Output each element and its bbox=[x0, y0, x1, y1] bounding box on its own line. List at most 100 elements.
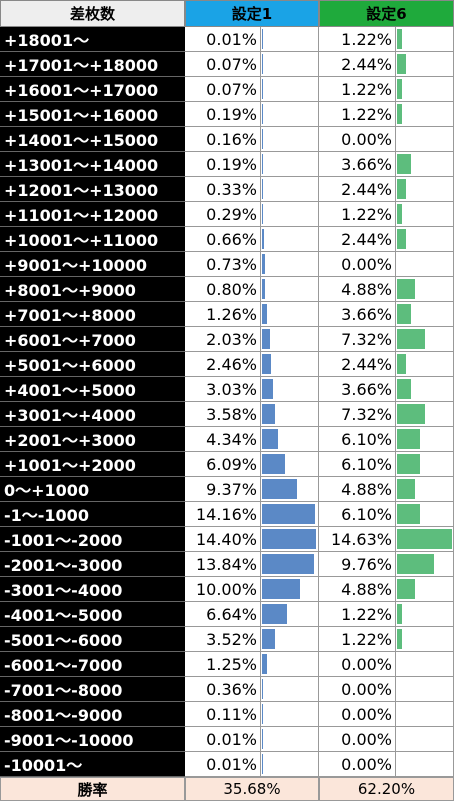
row-label: +4001～+5000 bbox=[0, 377, 185, 402]
setting6-value: 2.44% bbox=[319, 352, 396, 377]
setting1-bar bbox=[262, 579, 300, 599]
setting6-bar bbox=[397, 329, 425, 349]
setting6-bar bbox=[397, 379, 411, 399]
setting6-bar-cell bbox=[396, 502, 454, 527]
setting6-bar bbox=[397, 104, 402, 124]
setting6-bar-cell bbox=[396, 727, 454, 752]
setting1-bar-cell bbox=[261, 727, 319, 752]
setting1-bar bbox=[262, 754, 263, 774]
setting6-bar-cell bbox=[396, 752, 454, 777]
row-label: -6001～-7000 bbox=[0, 652, 185, 677]
setting6-bar-cell bbox=[396, 652, 454, 677]
setting1-value: 0.01% bbox=[185, 727, 261, 752]
row-label: -9001～-10000 bbox=[0, 727, 185, 752]
setting6-bar-cell bbox=[396, 677, 454, 702]
setting1-value: 1.26% bbox=[185, 302, 261, 327]
row-label: 0～+1000 bbox=[0, 477, 185, 502]
setting1-bar bbox=[262, 329, 270, 349]
setting6-bar bbox=[397, 404, 425, 424]
setting6-value: 7.32% bbox=[319, 327, 396, 352]
setting6-bar-cell bbox=[396, 327, 454, 352]
setting6-value: 9.76% bbox=[319, 552, 396, 577]
setting6-bar-cell bbox=[396, 552, 454, 577]
setting6-bar-cell bbox=[396, 452, 454, 477]
setting6-value: 1.22% bbox=[319, 602, 396, 627]
setting6-bar bbox=[397, 354, 407, 374]
setting6-bar-cell bbox=[396, 277, 454, 302]
setting6-bar-cell bbox=[396, 302, 454, 327]
setting1-value: 0.66% bbox=[185, 227, 261, 252]
setting1-bar bbox=[262, 729, 263, 749]
setting1-bar-cell bbox=[261, 527, 319, 552]
row-label: -4001～-5000 bbox=[0, 602, 185, 627]
setting6-value: 0.00% bbox=[319, 677, 396, 702]
win-rate-setting6: 62.20% bbox=[319, 777, 454, 801]
row-label: +2001～+3000 bbox=[0, 427, 185, 452]
setting6-bar bbox=[397, 54, 407, 74]
setting1-bar-cell bbox=[261, 252, 319, 277]
setting6-bar bbox=[397, 279, 416, 299]
row-label: +16001～+17000 bbox=[0, 77, 185, 102]
setting1-bar-cell bbox=[261, 52, 319, 77]
setting6-bar bbox=[397, 79, 402, 99]
setting6-bar bbox=[397, 529, 452, 549]
setting6-value: 1.22% bbox=[319, 27, 396, 52]
setting6-bar bbox=[397, 629, 402, 649]
row-label: +8001～+9000 bbox=[0, 277, 185, 302]
row-label: -5001～-6000 bbox=[0, 627, 185, 652]
setting1-bar bbox=[262, 654, 267, 674]
setting6-bar-cell bbox=[396, 577, 454, 602]
setting1-bar bbox=[262, 254, 265, 274]
setting6-value: 2.44% bbox=[319, 227, 396, 252]
setting1-bar-cell bbox=[261, 452, 319, 477]
setting1-bar bbox=[262, 54, 263, 74]
setting1-bar bbox=[262, 604, 287, 624]
setting1-bar-cell bbox=[261, 77, 319, 102]
setting6-bar-cell bbox=[396, 227, 454, 252]
setting1-bar-cell bbox=[261, 177, 319, 202]
row-label: +7001～+8000 bbox=[0, 302, 185, 327]
win-rate-setting1: 35.68% bbox=[185, 777, 319, 801]
row-label: -7001～-8000 bbox=[0, 677, 185, 702]
setting1-bar-cell bbox=[261, 327, 319, 352]
setting6-bar-cell bbox=[396, 352, 454, 377]
row-label: +18001～ bbox=[0, 27, 185, 52]
setting1-value: 13.84% bbox=[185, 552, 261, 577]
setting6-bar-cell bbox=[396, 127, 454, 152]
setting1-bar bbox=[262, 104, 263, 124]
setting1-bar bbox=[262, 354, 272, 374]
setting1-bar bbox=[262, 229, 265, 249]
setting6-value: 2.44% bbox=[319, 52, 396, 77]
setting1-value: 3.03% bbox=[185, 377, 261, 402]
setting1-value: 0.01% bbox=[185, 752, 261, 777]
setting1-bar bbox=[262, 179, 264, 199]
setting6-value: 0.00% bbox=[319, 252, 396, 277]
row-label: -1001～-2000 bbox=[0, 527, 185, 552]
header-setting6: 設定6 bbox=[319, 0, 454, 27]
setting6-bar-cell bbox=[396, 152, 454, 177]
setting1-bar bbox=[262, 379, 274, 399]
setting1-value: 0.01% bbox=[185, 27, 261, 52]
setting6-value: 1.22% bbox=[319, 627, 396, 652]
setting1-bar-cell bbox=[261, 302, 319, 327]
header-diff-label: 差枚数 bbox=[0, 0, 185, 27]
setting1-bar-cell bbox=[261, 627, 319, 652]
setting1-value: 6.64% bbox=[185, 602, 261, 627]
setting6-bar-cell bbox=[396, 527, 454, 552]
setting1-bar-cell bbox=[261, 652, 319, 677]
setting1-value: 0.36% bbox=[185, 677, 261, 702]
setting1-bar bbox=[262, 704, 263, 724]
setting1-bar bbox=[262, 154, 263, 174]
setting1-bar-cell bbox=[261, 202, 319, 227]
setting1-value: 0.29% bbox=[185, 202, 261, 227]
setting1-bar bbox=[262, 404, 276, 424]
setting6-bar bbox=[397, 429, 420, 449]
setting1-bar bbox=[262, 529, 317, 549]
setting1-bar bbox=[262, 79, 263, 99]
row-label: +12001～+13000 bbox=[0, 177, 185, 202]
setting1-value: 0.33% bbox=[185, 177, 261, 202]
setting1-bar-cell bbox=[261, 552, 319, 577]
setting1-value: 0.11% bbox=[185, 702, 261, 727]
setting6-value: 0.00% bbox=[319, 752, 396, 777]
